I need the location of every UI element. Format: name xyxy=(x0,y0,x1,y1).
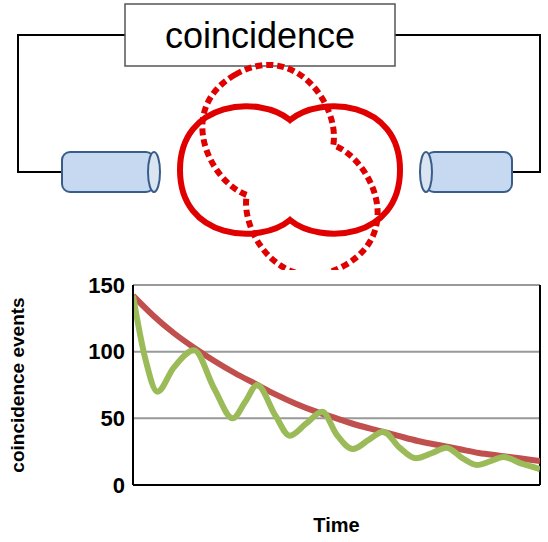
svg-text:0: 0 xyxy=(113,473,125,498)
svg-text:150: 150 xyxy=(88,273,125,298)
svg-text:Time: Time xyxy=(313,514,359,536)
svg-text:100: 100 xyxy=(88,339,125,364)
svg-text:50: 50 xyxy=(101,406,125,431)
svg-text:coincidence: coincidence xyxy=(165,15,355,56)
svg-text:coincidence events: coincidence events xyxy=(7,297,28,472)
